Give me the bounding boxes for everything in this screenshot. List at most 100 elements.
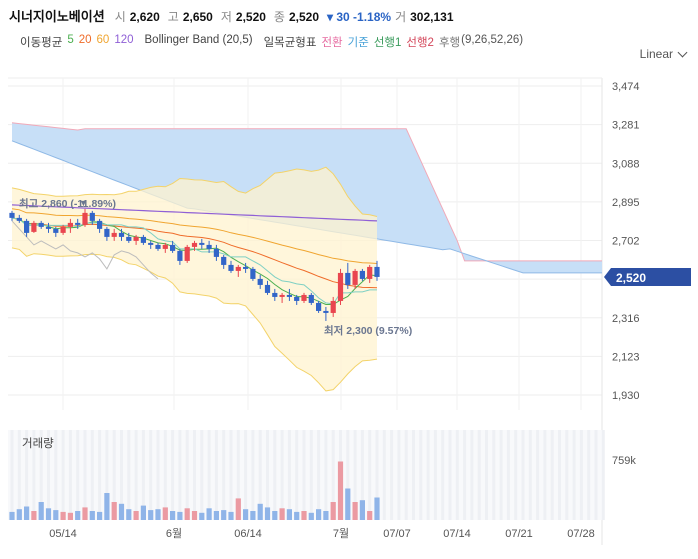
- candle-body[interactable]: [162, 244, 168, 249]
- candle-body[interactable]: [221, 256, 227, 265]
- lagging-label: 후행: [438, 37, 461, 49]
- candle-body[interactable]: [75, 222, 81, 225]
- candle-body[interactable]: [294, 296, 300, 301]
- candle-body[interactable]: [170, 244, 176, 251]
- candle-body[interactable]: [82, 212, 88, 225]
- volume-value: 302,131: [410, 10, 454, 24]
- volume-bar: [352, 502, 358, 520]
- candle-body[interactable]: [250, 268, 256, 279]
- volume-bar: [31, 511, 37, 520]
- ma5-label[interactable]: 5: [67, 34, 74, 46]
- candle-body[interactable]: [16, 217, 22, 221]
- volume-bar: [345, 488, 351, 520]
- candle-body[interactable]: [38, 222, 44, 227]
- volume-bar: [235, 498, 241, 520]
- ichimoku-label[interactable]: 일목균형표: [263, 37, 317, 49]
- volume-bar: [184, 508, 190, 520]
- candle-body[interactable]: [272, 292, 278, 297]
- volume-bar: [286, 509, 292, 520]
- candle-body[interactable]: [89, 212, 95, 221]
- ma-label[interactable]: 이동평균: [20, 37, 63, 49]
- candle-body[interactable]: [177, 250, 183, 261]
- volume-bar: [323, 511, 329, 520]
- candle-body[interactable]: [228, 264, 234, 271]
- candle-body[interactable]: [367, 266, 373, 279]
- volume-tick: 759k: [612, 455, 636, 467]
- volume-bar: [257, 503, 263, 520]
- lagging-line: [11, 220, 159, 280]
- candle-body[interactable]: [24, 220, 30, 233]
- candle-body[interactable]: [155, 244, 161, 249]
- candle-body[interactable]: [286, 294, 292, 297]
- candle-body[interactable]: [111, 232, 117, 237]
- x-tick-label: 07/07: [383, 528, 411, 540]
- current-price-tag: 2,520: [604, 268, 691, 286]
- candle-body[interactable]: [359, 270, 365, 279]
- candle-body[interactable]: [352, 270, 358, 285]
- candle-body[interactable]: [264, 284, 271, 293]
- candle-body[interactable]: [243, 266, 249, 269]
- candle-body[interactable]: [301, 294, 307, 301]
- min-annotation: 최저 2,300 (9.57%): [324, 324, 412, 337]
- x-axis: 05/14 6월 06/14 7월 07/07 07/14 07/21 07/28: [49, 527, 595, 540]
- candle-body[interactable]: [279, 294, 285, 297]
- scale-mode: Linear: [639, 47, 673, 61]
- candle-body[interactable]: [308, 294, 314, 303]
- y-tick-label: 2,123: [612, 351, 640, 363]
- volume-bar: [228, 511, 234, 520]
- candle-body[interactable]: [104, 228, 110, 237]
- volume-bar: [16, 509, 22, 520]
- candle-body[interactable]: [60, 226, 66, 233]
- volume-bar: [243, 509, 249, 520]
- volume-bar: [177, 511, 183, 520]
- x-tick-label: 7월: [333, 527, 349, 540]
- volume-bar: [221, 510, 227, 520]
- volume-bar: [294, 511, 300, 520]
- candle-body[interactable]: [31, 222, 37, 232]
- candle-body[interactable]: [9, 212, 15, 218]
- open-value: 2,620: [129, 10, 160, 24]
- span1-label: 선행1: [373, 37, 402, 49]
- candle-body[interactable]: [199, 242, 205, 245]
- volume-bar: [264, 507, 271, 520]
- candle-body[interactable]: [374, 266, 380, 277]
- candle-body[interactable]: [97, 220, 103, 229]
- candle-body[interactable]: [53, 228, 59, 233]
- candle-body[interactable]: [257, 278, 263, 285]
- x-tick-label: 05/14: [49, 528, 77, 540]
- candle-body[interactable]: [45, 226, 52, 229]
- volume-bar: [82, 507, 88, 520]
- volume-bar: [140, 505, 146, 520]
- volume-bar: [162, 507, 168, 520]
- candle-body[interactable]: [140, 236, 146, 243]
- volume-label: 거: [395, 10, 407, 24]
- candle-body[interactable]: [213, 248, 219, 257]
- candle-body[interactable]: [316, 302, 322, 311]
- candle-body[interactable]: [345, 272, 351, 285]
- candle-body[interactable]: [67, 222, 73, 227]
- candle-body[interactable]: [184, 246, 190, 261]
- candle-body[interactable]: [133, 236, 139, 241]
- ma20-label[interactable]: 20: [78, 34, 92, 46]
- candle-body[interactable]: [126, 236, 132, 241]
- candle-body[interactable]: [235, 266, 241, 271]
- volume-panel-label: 거래량: [22, 438, 54, 450]
- close-value: 2,520: [288, 10, 319, 24]
- volume-bar: [75, 511, 81, 520]
- candle-body[interactable]: [191, 242, 198, 247]
- scale-dropdown[interactable]: Linear: [639, 47, 688, 61]
- bollinger-label[interactable]: Bollinger Band (20,5): [144, 34, 253, 46]
- candle-body[interactable]: [323, 310, 329, 313]
- ma120-label[interactable]: 120: [114, 34, 134, 46]
- indicator-legend: 이동평균 5 20 60 120 Bollinger Band (20,5) 일…: [20, 34, 523, 50]
- candle-body[interactable]: [337, 272, 344, 301]
- candle-body[interactable]: [118, 232, 125, 237]
- candle-body[interactable]: [206, 244, 212, 249]
- volume-bar: [148, 510, 154, 520]
- volume-bar: [250, 511, 256, 520]
- max-annotation: 최고 2,860 (-11.89%): [19, 197, 116, 210]
- candle-body[interactable]: [330, 300, 336, 313]
- candle-body[interactable]: [148, 242, 154, 245]
- ma60-label[interactable]: 60: [96, 34, 110, 46]
